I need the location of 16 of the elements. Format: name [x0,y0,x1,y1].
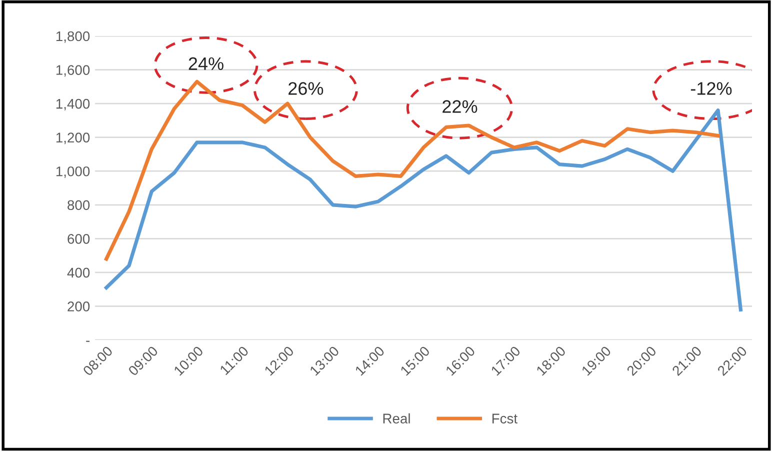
y-tick-label: 1,400 [56,98,90,110]
y-tick-label: 1,000 [56,166,90,178]
y-tick-label: 1,600 [56,65,90,77]
annotation: 24% [188,57,224,70]
y-tick-label: 200 [68,302,90,312]
annotation: 22% [442,100,478,113]
legend-label: Fcst [492,414,518,424]
annotation: 26% [288,82,324,95]
y-tick-label: 400 [67,268,90,278]
y-tick-label: 1,200 [56,132,90,144]
annotation: -12% [690,82,732,95]
y-tick-label: 1,800 [56,31,90,43]
y-tick-label: - [86,340,90,342]
y-tick-label: 600 [68,234,90,244]
y-tick-label: 800 [68,200,90,210]
legend-label: Real [383,413,410,424]
